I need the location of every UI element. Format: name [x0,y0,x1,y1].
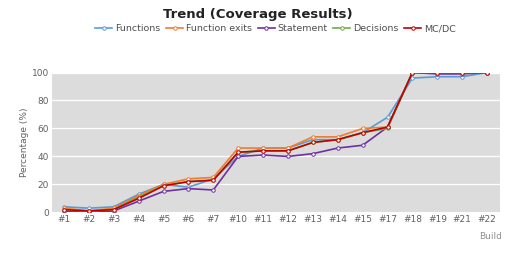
Functions [235,155,241,158]
Functions [85,207,92,210]
Statement [185,187,192,190]
Line: Functions: Functions [62,71,489,210]
Decisions [310,141,316,144]
Functions [384,116,390,119]
MC/DC [135,197,142,200]
MC/DC [260,149,266,152]
MC/DC [61,208,67,211]
Function exits [210,176,216,179]
MC/DC [185,180,192,183]
Decisions [359,131,366,134]
Decisions [61,208,67,211]
Decisions [484,71,490,74]
Statement [210,189,216,192]
Functions [61,205,67,208]
Functions [260,147,266,150]
Line: Decisions: Decisions [62,71,489,213]
Decisions [135,196,142,199]
Statement [409,71,416,74]
Decisions [235,151,241,154]
MC/DC [285,149,291,152]
Statement [359,144,366,147]
Decisions [384,127,390,130]
MC/DC [85,210,92,213]
MC/DC [384,126,390,129]
Statement [484,71,490,74]
Function exits [335,135,341,138]
MC/DC [459,71,466,74]
Statement [61,210,67,213]
Functions [111,205,117,208]
Decisions [285,149,291,152]
MC/DC [210,179,216,182]
MC/DC [409,71,416,74]
Function exits [285,147,291,150]
Statement [85,211,92,214]
Decisions [260,149,266,152]
Function exits [160,183,166,186]
Decisions [210,179,216,182]
Function exits [359,127,366,130]
MC/DC [160,184,166,187]
Statement [335,147,341,150]
Function exits [61,207,67,210]
MC/DC [359,131,366,134]
MC/DC [111,208,117,211]
Functions [484,71,490,74]
MC/DC [310,141,316,144]
Statement [310,152,316,155]
Function exits [484,71,490,74]
Decisions [409,71,416,74]
Decisions [459,71,466,74]
Text: Build: Build [479,232,502,241]
Line: Function exits: Function exits [62,71,489,213]
Function exits [260,147,266,150]
Function exits [135,194,142,197]
Functions [409,77,416,80]
Legend: Functions, Function exits, Statement, Decisions, MC/DC: Functions, Function exits, Statement, De… [95,24,456,33]
Statement [260,154,266,157]
Function exits [310,135,316,138]
Function exits [185,177,192,180]
Function exits [434,71,440,74]
Functions [135,193,142,196]
Functions [210,177,216,180]
Function exits [459,71,466,74]
MC/DC [335,138,341,141]
Function exits [409,71,416,74]
Decisions [85,210,92,213]
Text: Trend (Coverage Results): Trend (Coverage Results) [163,8,352,21]
Decisions [335,138,341,141]
Line: MC/DC: MC/DC [62,71,489,213]
Functions [335,138,341,141]
Statement [111,210,117,213]
MC/DC [235,151,241,154]
Statement [459,72,466,75]
Functions [310,138,316,141]
MC/DC [434,71,440,74]
Decisions [160,184,166,187]
Functions [359,131,366,134]
MC/DC [484,71,490,74]
Functions [459,75,466,78]
Statement [135,200,142,203]
Decisions [111,208,117,211]
Y-axis label: Percentage (%): Percentage (%) [20,108,29,177]
Decisions [434,71,440,74]
Functions [285,147,291,150]
Line: Statement: Statement [62,71,489,214]
Statement [384,126,390,129]
Function exits [235,147,241,150]
Function exits [384,126,390,129]
Functions [160,183,166,186]
Statement [235,155,241,158]
Function exits [111,207,117,210]
Function exits [85,210,92,213]
Statement [160,190,166,193]
Statement [285,155,291,158]
Functions [185,186,192,189]
Statement [434,72,440,75]
Functions [434,75,440,78]
Decisions [185,180,192,183]
